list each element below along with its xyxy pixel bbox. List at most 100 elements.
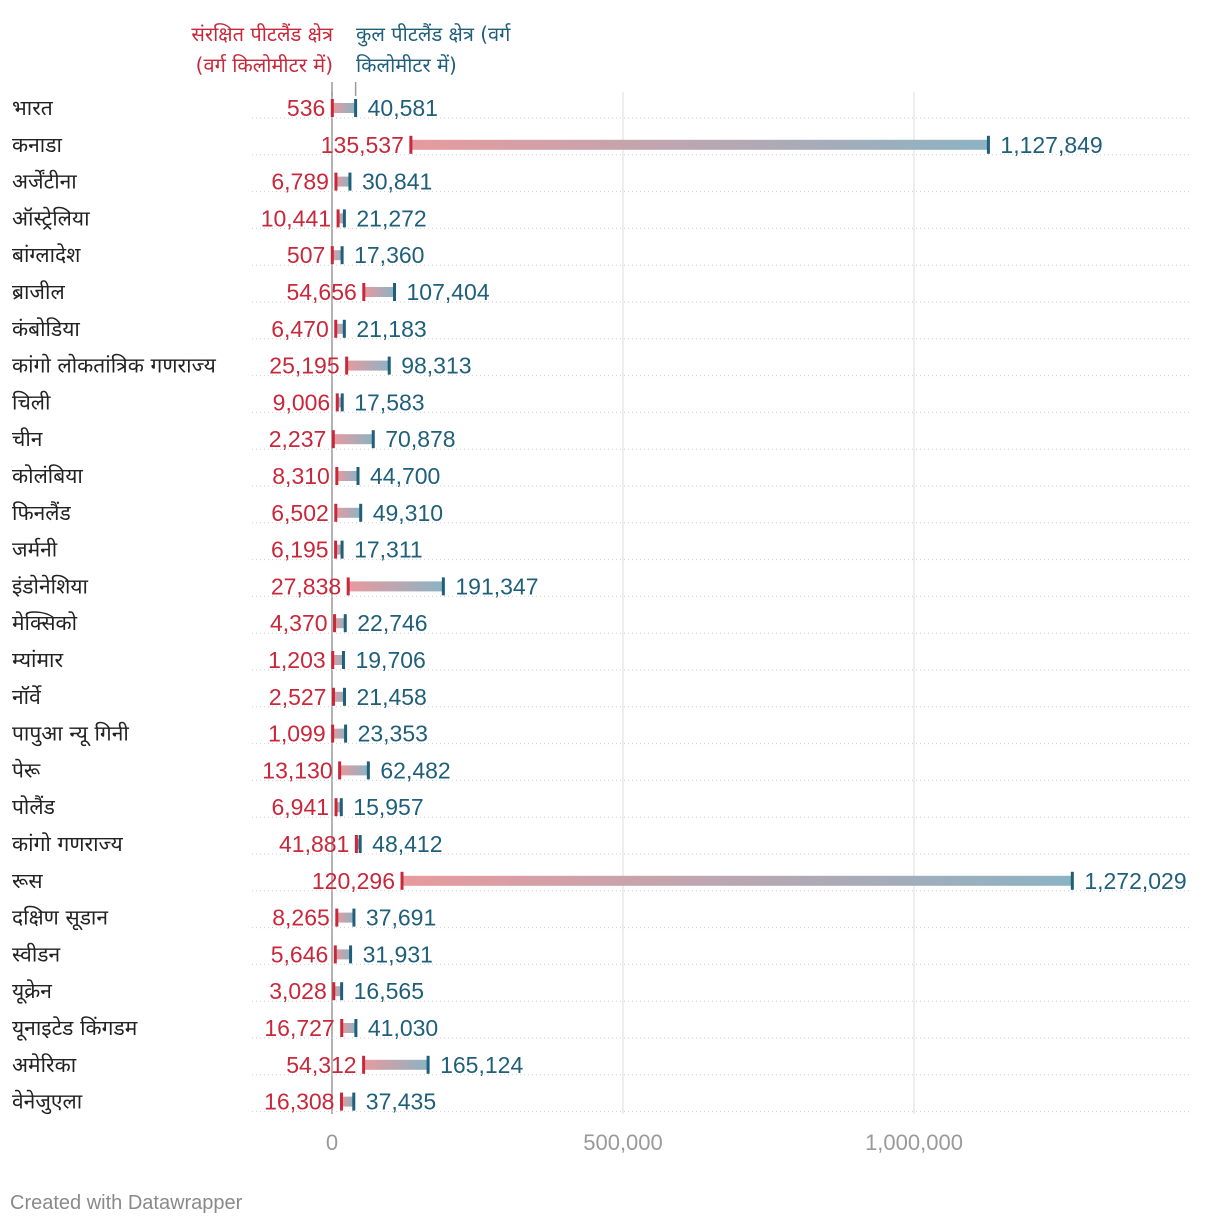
total-value-label: 22,746 — [357, 610, 427, 636]
range-bar — [332, 655, 344, 665]
row-22: दक्षिण सूडान 8,265 37,691 — [12, 905, 1190, 931]
total-marker — [354, 1019, 358, 1037]
total-marker — [352, 908, 356, 927]
protected-value-label: 120,296 — [312, 868, 395, 894]
protected-marker — [409, 135, 413, 154]
row-0: भारत 536 40,581 — [12, 95, 1190, 121]
row-11: फिनलैंड 6,502 49,310 — [12, 500, 1190, 526]
footer-credit: Created with Datawrapper — [10, 1192, 243, 1214]
country-label: भारत — [12, 96, 54, 120]
total-marker — [356, 467, 360, 485]
total-value-label: 48,412 — [372, 831, 442, 857]
total-value-label: 1,272,029 — [1084, 868, 1186, 894]
total-value-label: 49,310 — [373, 500, 443, 526]
row-5: ब्राजील 54,656 107,404 — [12, 279, 1190, 305]
row-7: कांगो लोकतांत्रिक गणराज्य 25,195 98,313 — [12, 353, 1190, 379]
range-bar — [348, 581, 444, 592]
range-bar — [410, 139, 989, 150]
total-value-label: 17,311 — [354, 537, 423, 563]
x-tick-label: 500,000 — [583, 1130, 663, 1155]
country-label: पापुआ न्यू गिनी — [12, 722, 129, 747]
country-label: कनाडा — [12, 133, 62, 157]
range-bar — [339, 765, 369, 776]
country-label: यूक्रेन — [12, 979, 52, 1004]
total-value-label: 15,957 — [353, 794, 423, 820]
range-bar — [332, 250, 343, 261]
range-bar — [333, 986, 342, 997]
protected-marker — [336, 209, 340, 228]
protected-value-label: 6,470 — [271, 316, 329, 342]
protected-marker — [335, 908, 339, 927]
protected-value-label: 9,006 — [273, 389, 331, 415]
row-18: पेरू 13,130 62,482 — [12, 757, 1190, 783]
row-13: इंडोनेशिया 27,838 191,347 — [12, 573, 1190, 599]
total-value-label: 19,706 — [355, 647, 425, 673]
protected-value-label: 27,838 — [271, 573, 341, 599]
total-marker — [339, 798, 343, 817]
protected-marker — [332, 982, 336, 1001]
country-label: पोलैंड — [12, 795, 56, 819]
range-bar — [332, 728, 346, 739]
country-label: दक्षिण सूडान — [12, 906, 108, 931]
protected-marker — [334, 172, 338, 191]
total-value-label: 30,841 — [362, 169, 432, 195]
range-bar — [338, 213, 345, 224]
total-value-label: 41,030 — [368, 1015, 438, 1041]
country-label: यूनाइटेड किंगडम — [12, 1016, 138, 1041]
total-value-label: 17,360 — [354, 242, 424, 268]
total-marker — [340, 540, 344, 559]
protected-marker — [331, 430, 335, 449]
row-19: पोलैंड 6,941 15,957 — [12, 794, 1190, 820]
total-value-label: 107,404 — [407, 279, 490, 305]
total-marker — [358, 835, 362, 853]
range-bar — [335, 544, 343, 555]
total-marker — [359, 503, 363, 522]
total-marker — [340, 246, 344, 265]
total-value-label: 31,931 — [363, 941, 433, 967]
country-label: रूस — [12, 869, 43, 893]
country-label: मेक्सिको — [12, 611, 78, 635]
protected-value-label: 2,237 — [269, 426, 327, 452]
total-value-label: 16,565 — [354, 978, 424, 1004]
total-marker — [387, 356, 391, 375]
protected-marker — [338, 761, 342, 780]
total-marker — [366, 761, 370, 780]
total-value-label: 1,127,849 — [1000, 132, 1102, 158]
range-bar — [332, 103, 356, 113]
country-label: फिनलैंड — [12, 501, 72, 525]
row-25: यूनाइटेड किंगडम 16,727 41,030 — [12, 1015, 1190, 1041]
row-15: म्यांमार 1,203 19,706 — [12, 647, 1190, 673]
total-value-label: 21,458 — [356, 684, 426, 710]
protected-marker — [334, 503, 338, 522]
protected-marker — [334, 319, 338, 338]
range-bar — [334, 618, 346, 629]
total-marker — [352, 1092, 356, 1111]
protected-marker — [330, 99, 334, 117]
range-bar — [335, 507, 361, 518]
country-label: चिली — [12, 390, 51, 414]
protected-value-label: 8,265 — [272, 905, 330, 931]
protected-value-label: 16,727 — [264, 1015, 334, 1041]
total-value-label: 21,183 — [356, 316, 426, 342]
protected-value-label: 3,028 — [269, 978, 327, 1004]
total-marker — [349, 945, 353, 964]
total-marker — [343, 614, 347, 633]
protected-marker — [335, 467, 339, 485]
total-value-label: 40,581 — [368, 95, 438, 121]
protected-value-label: 2,527 — [269, 684, 327, 710]
country-label: बांग्लादेश — [12, 243, 81, 267]
protected-value-label: 4,370 — [270, 610, 328, 636]
country-label: ब्राजील — [12, 280, 65, 304]
protected-value-label: 6,502 — [271, 500, 329, 526]
x-tick-label: 1,000,000 — [865, 1130, 963, 1155]
protected-marker — [345, 356, 349, 375]
protected-value-label: 16,308 — [264, 1089, 334, 1115]
total-value-label: 98,313 — [401, 353, 471, 379]
row-26: अमेरिका 54,312 165,124 — [12, 1052, 1190, 1078]
protected-marker — [331, 651, 335, 669]
country-label: अमेरिका — [12, 1053, 77, 1077]
country-label: पेरू — [12, 758, 41, 782]
country-label: कोलंबिया — [12, 464, 83, 488]
row-20: कांगो गणराज्य 41,881 48,412 — [12, 831, 1190, 857]
total-value-label: 70,878 — [385, 426, 455, 452]
